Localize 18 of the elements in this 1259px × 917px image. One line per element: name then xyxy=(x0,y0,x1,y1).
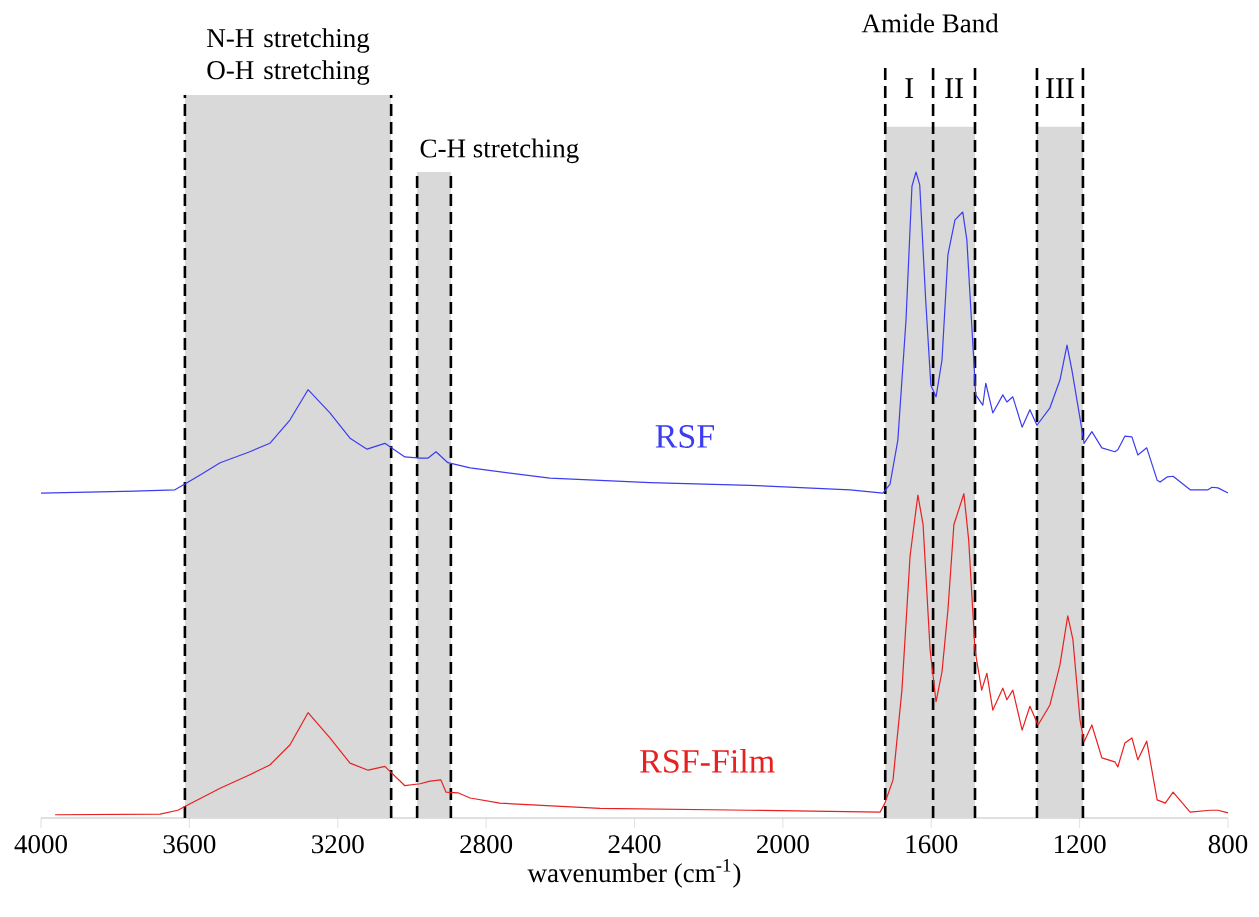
x-tick-label: 4000 xyxy=(14,835,67,854)
x-tick-label: 800 xyxy=(1208,835,1248,854)
x-tick-label: 1200 xyxy=(1054,835,1106,854)
x-tick-label: 1600 xyxy=(906,835,958,854)
series-label: RSF-Film xyxy=(640,748,775,773)
band-label: N-H stretching O-H stretching xyxy=(207,28,370,85)
band-label: II xyxy=(945,78,963,98)
text: Amide Band xyxy=(861,13,999,33)
x-axis-title: wavenumber (cm$^{-1}$) xyxy=(527,859,741,888)
x-tick-label: 2800 xyxy=(460,835,513,854)
series-label: RSF xyxy=(655,425,714,448)
x-tick-label: 3600 xyxy=(163,835,216,854)
x-tick-label: 3200 xyxy=(312,835,364,854)
band-label: I xyxy=(905,78,914,98)
band-label: C-H stretching xyxy=(420,138,579,164)
band-label: III xyxy=(1046,78,1074,98)
x-tick-label: 2000 xyxy=(757,835,809,854)
x-tick-label: 2400 xyxy=(608,835,661,854)
